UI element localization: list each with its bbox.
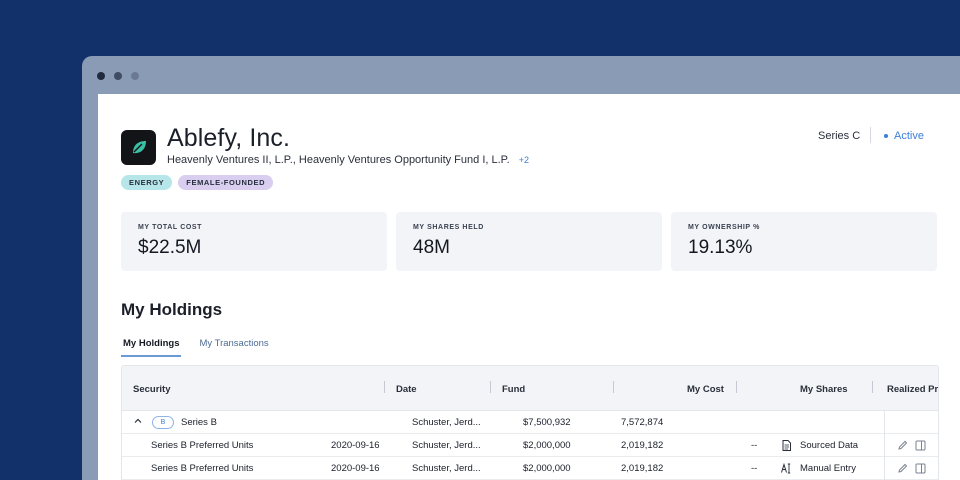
column-divider[interactable] — [872, 381, 873, 393]
document-icon — [782, 440, 791, 451]
column-header-realized[interactable]: Realized Pr — [887, 384, 939, 395]
window-controls — [97, 72, 139, 80]
column-divider[interactable] — [384, 381, 385, 393]
cell-cost: $7,500,932 — [523, 417, 571, 428]
stat-label: MY OWNERSHIP % — [688, 224, 760, 231]
stat-value: 48M — [413, 237, 450, 258]
cell-date: 2020-09-16 — [331, 440, 380, 451]
close-window-dot[interactable] — [97, 72, 105, 80]
cell-fund: Schuster, Jerd... — [412, 463, 481, 474]
stat-label: MY TOTAL COST — [138, 224, 203, 231]
fund-list: Heavenly Ventures II, L.P., Heavenly Ven… — [167, 154, 529, 166]
holdings-tabs: My Holdings My Transactions — [121, 338, 271, 357]
tag-energy[interactable]: ENERGY — [121, 175, 173, 190]
app-content: Ablefy, Inc. Heavenly Ventures II, L.P.,… — [98, 94, 960, 480]
more-funds-link[interactable]: +2 — [518, 155, 529, 165]
maximize-window-dot[interactable] — [131, 72, 139, 80]
column-header-my-cost[interactable]: My Cost — [687, 384, 724, 395]
cell-dash: -- — [751, 463, 758, 474]
group-row-series-b[interactable]: B Series B Schuster, Jerd... $7,500,932 … — [122, 411, 938, 434]
edit-pencil-icon[interactable] — [897, 463, 908, 474]
stat-card-ownership: MY OWNERSHIP % 19.13% — [671, 212, 937, 271]
column-header-date[interactable]: Date — [396, 384, 417, 395]
series-label: Series C — [818, 130, 861, 142]
fund-names: Heavenly Ventures II, L.P., Heavenly Ven… — [167, 154, 510, 166]
header-divider — [870, 127, 871, 143]
browser-window: Ablefy, Inc. Heavenly Ventures II, L.P.,… — [82, 56, 960, 480]
holdings-table: Security Date Fund My Cost My Shares Rea… — [121, 365, 939, 480]
cell-shares: 7,572,874 — [621, 417, 664, 428]
tag-list: ENERGY FEMALE-FOUNDED — [121, 175, 274, 190]
cell-cost: $2,000,000 — [523, 440, 571, 451]
cell-security: Series B Preferred Units — [151, 463, 254, 474]
group-label: Series B — [181, 417, 217, 428]
cell-shares: 2,019,182 — [621, 440, 664, 451]
column-divider[interactable] — [736, 381, 737, 393]
status-text: Active — [894, 130, 924, 142]
edit-pencil-icon[interactable] — [897, 440, 908, 451]
company-name: Ablefy, Inc. — [167, 124, 291, 152]
stat-card-total-cost: MY TOTAL COST $22.5M — [121, 212, 387, 271]
actions-column-divider — [884, 411, 885, 480]
cell-shares: 2,019,182 — [621, 463, 664, 474]
cell-source: Sourced Data — [800, 440, 859, 451]
tab-my-transactions[interactable]: My Transactions — [199, 338, 269, 349]
status-dot-icon — [884, 134, 888, 138]
cell-dash: -- — [751, 440, 758, 451]
chevron-up-icon[interactable] — [134, 417, 142, 427]
column-header-security[interactable]: Security — [133, 384, 171, 395]
column-header-fund[interactable]: Fund — [502, 384, 526, 395]
section-title: My Holdings — [121, 300, 223, 319]
stat-value: $22.5M — [138, 237, 202, 258]
text-cursor-icon — [781, 463, 792, 474]
column-divider[interactable] — [490, 381, 491, 393]
cell-date: 2020-09-16 — [331, 463, 380, 474]
column-divider[interactable] — [613, 381, 614, 393]
side-panel-icon[interactable] — [915, 440, 926, 451]
cell-cost: $2,000,000 — [523, 463, 571, 474]
series-badge: B — [152, 416, 174, 429]
status-badge: Active — [884, 130, 924, 142]
side-panel-icon[interactable] — [915, 463, 926, 474]
cell-source: Manual Entry — [800, 463, 856, 474]
leaf-logo-icon — [121, 130, 156, 165]
column-header-my-shares[interactable]: My Shares — [800, 384, 848, 395]
stat-label: MY SHARES HELD — [413, 224, 484, 231]
cell-security: Series B Preferred Units — [151, 440, 254, 451]
table-row[interactable]: Series B Preferred Units 2020-09-16 Schu… — [122, 434, 938, 457]
tab-my-holdings[interactable]: My Holdings — [121, 338, 182, 357]
stat-card-shares-held: MY SHARES HELD 48M — [396, 212, 662, 271]
cell-fund: Schuster, Jerd... — [412, 440, 481, 451]
cell-fund: Schuster, Jerd... — [412, 417, 481, 428]
tag-female-founded[interactable]: FEMALE-FOUNDED — [178, 175, 274, 190]
table-header: Security Date Fund My Cost My Shares Rea… — [122, 366, 938, 411]
stat-value: 19.13% — [688, 237, 753, 258]
table-row[interactable]: Series B Preferred Units 2020-09-16 Schu… — [122, 457, 938, 480]
minimize-window-dot[interactable] — [114, 72, 122, 80]
